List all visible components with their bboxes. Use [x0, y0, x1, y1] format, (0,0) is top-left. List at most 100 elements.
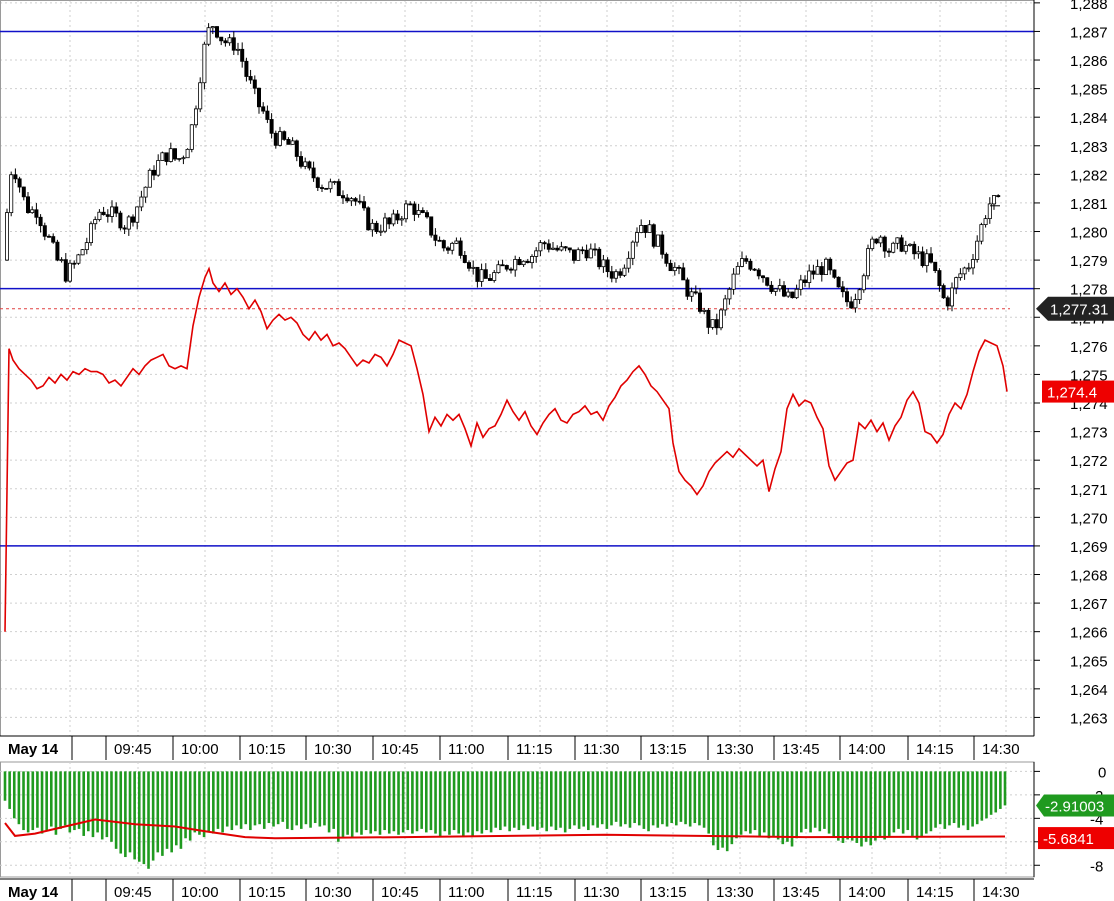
indicator-time-axis: May 14 09:45 10:00 10:15 10:30 10:45 11:00 11:1… — [0, 878, 1034, 901]
indicator-bar — [142, 771, 146, 865]
horizontal-lines — [0, 30, 1034, 547]
indicator-bar — [735, 771, 738, 839]
time-label: 10:15 — [248, 884, 286, 901]
candle-down — [366, 207, 371, 231]
indicator-bar — [360, 771, 363, 835]
candle-up — [391, 213, 396, 225]
indicator-bars — [3, 771, 1007, 869]
red-series-line — [4, 266, 1008, 632]
candle-up — [454, 240, 459, 244]
indicator-bar — [508, 771, 511, 832]
candle-down — [17, 178, 22, 188]
indicator-bar — [846, 771, 849, 840]
indicator-bar — [424, 771, 428, 833]
candle-down — [698, 292, 703, 312]
time-label: 11:15 — [516, 741, 552, 758]
indicator-bar — [999, 771, 1002, 809]
candle-up — [635, 232, 640, 243]
indicator-bar — [924, 771, 928, 834]
price-tick-label: 1,263 — [1070, 710, 1108, 727]
indicator-bar — [3, 771, 7, 801]
bar-value-label: -2.91003 — [1045, 799, 1104, 816]
candle-down — [706, 309, 711, 328]
indicator-bar — [971, 771, 974, 827]
indicator-bar — [485, 771, 488, 831]
indicator-bar — [633, 771, 636, 824]
indicator-bar — [869, 771, 873, 846]
indicator-bar — [249, 771, 252, 831]
candle-down — [105, 214, 110, 217]
candle-up — [210, 26, 215, 29]
indicator-bar — [920, 771, 923, 838]
indicator-bar — [45, 771, 48, 831]
candle-up — [496, 264, 501, 274]
time-label: 14:30 — [982, 884, 1020, 901]
indicator-bar — [374, 771, 377, 832]
indicator-bar — [892, 771, 896, 833]
indicator-bar — [383, 771, 386, 831]
indicator-bar — [91, 771, 95, 838]
candle-down — [790, 291, 795, 299]
candle-down — [256, 87, 261, 108]
candle-up — [647, 224, 652, 233]
indicator-bar — [716, 771, 720, 851]
time-label: 11:30 — [583, 741, 619, 758]
red-value-label: 1,274.4 — [1047, 385, 1097, 402]
indicator-bar — [68, 771, 72, 833]
candle-down — [72, 262, 77, 265]
candle-down — [920, 251, 925, 267]
indicator-bar — [841, 771, 845, 843]
price-tick-label: 1,272 — [1070, 453, 1108, 470]
candle-down — [441, 240, 446, 249]
price-tick-label: 1,273 — [1070, 425, 1108, 442]
candle-down — [660, 234, 665, 255]
candle-up — [794, 288, 799, 299]
candle-down — [580, 249, 585, 252]
candle-down — [408, 203, 413, 206]
indicator-bar — [36, 771, 39, 828]
indicator-bar — [443, 771, 447, 832]
candle-up — [513, 259, 518, 271]
indicator-bar — [82, 771, 86, 836]
indicator-tick-label: 0 — [1098, 764, 1106, 781]
time-label-date: May 14 — [8, 741, 59, 758]
indicator-bar — [878, 771, 882, 838]
indicator-line — [4, 818, 1006, 840]
indicator-bar — [40, 771, 44, 834]
candle-down — [420, 210, 425, 213]
indicator-bar — [577, 771, 581, 829]
candle-up — [538, 242, 543, 252]
time-label: 10:30 — [314, 741, 352, 758]
time-label: 09:45 — [114, 884, 152, 901]
candle-down — [542, 242, 547, 245]
candle-down — [828, 258, 833, 271]
candle-up — [710, 319, 715, 328]
candle-down — [437, 239, 442, 242]
indicator-bar — [420, 771, 423, 829]
candle-up — [181, 157, 186, 160]
indicator-bar — [198, 771, 201, 835]
indicator-bar — [267, 771, 271, 824]
indicator-bar — [610, 771, 613, 826]
candle-up — [80, 249, 85, 256]
price-panel-frame — [0, 0, 1035, 737]
indicator-bar — [133, 771, 136, 860]
candle-up — [479, 269, 484, 282]
indicator-bar — [568, 771, 572, 829]
candle-up — [702, 309, 707, 312]
indicator-bar — [290, 771, 294, 831]
candle-up — [471, 266, 476, 269]
indicator-bar — [948, 771, 951, 826]
candle-down — [114, 206, 119, 214]
indicator-bar — [661, 771, 664, 825]
candle-down — [572, 249, 577, 261]
candle-down — [214, 26, 219, 38]
candle-down — [324, 187, 329, 190]
candle-up — [521, 260, 526, 266]
indicator-bar — [934, 771, 937, 828]
price-tick-label: 1,265 — [1070, 653, 1108, 670]
indicator-bar — [239, 771, 243, 829]
indicator-bar — [114, 771, 118, 849]
indicator-bar — [87, 771, 90, 832]
indicator-bar — [392, 771, 396, 832]
